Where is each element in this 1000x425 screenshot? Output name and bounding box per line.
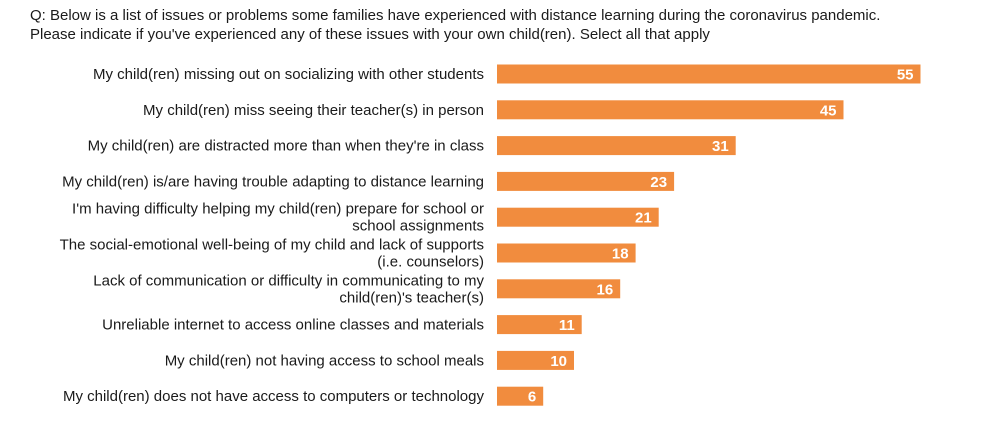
bar [497, 350, 574, 370]
data-label: 31 [712, 138, 729, 155]
category-label: I'm having difficulty helping my child(r… [72, 201, 484, 218]
category-label: Lack of communication or difficulty in c… [93, 272, 484, 289]
category-label: child(ren)'s teacher(s) [339, 289, 484, 306]
data-label: 6 [528, 389, 536, 406]
category-label: My child(ren) are distracted more than w… [88, 138, 484, 155]
data-label: 55 [897, 67, 914, 84]
bar [497, 207, 659, 227]
category-label: school assignments [352, 218, 484, 235]
question-text: Q: Below is a list of issues or problems… [30, 7, 881, 43]
category-label: My child(ren) miss seeing their teacher(… [143, 102, 484, 119]
bar [497, 136, 736, 156]
category-label: Unreliable internet to access online cla… [102, 317, 484, 334]
category-label: My child(ren) not having access to schoo… [165, 352, 484, 369]
bar [497, 315, 582, 335]
bar [497, 279, 621, 299]
bar [497, 100, 844, 120]
data-label: 10 [550, 353, 567, 370]
data-label: 21 [635, 210, 652, 227]
bar [497, 64, 921, 84]
category-label: (i.e. counselors) [377, 254, 484, 271]
bar [497, 171, 675, 191]
category-label: The social-emotional well-being of my ch… [60, 237, 484, 254]
data-label: 16 [597, 281, 614, 298]
category-label: My child(ren) does not have access to co… [63, 388, 485, 405]
category-label: My child(ren) is/are having trouble adap… [62, 173, 484, 190]
data-label: 23 [650, 174, 667, 191]
bar [497, 243, 636, 263]
data-label: 45 [820, 102, 837, 119]
bar [497, 386, 544, 406]
data-label: 11 [559, 317, 575, 334]
data-label: 18 [612, 246, 629, 263]
category-label: My child(ren) missing out on socializing… [93, 66, 484, 83]
